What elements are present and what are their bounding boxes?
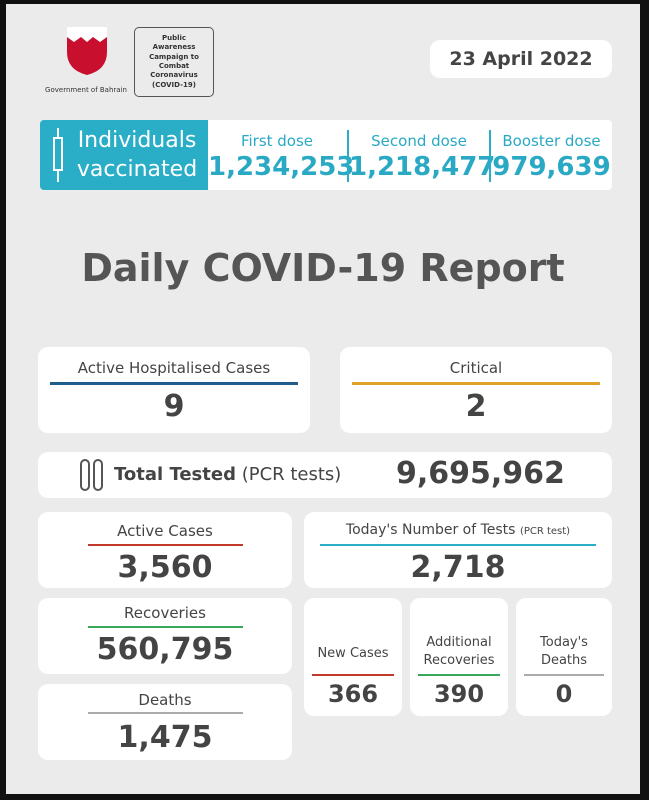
card-value: 560,795 bbox=[96, 632, 234, 667]
card-label: Additional Recoveries bbox=[423, 635, 495, 668]
dose-name: Booster dose bbox=[502, 132, 601, 150]
total-tested-label: Total Tested bbox=[114, 464, 236, 485]
vaccination-label-panel: Individuals vaccinated bbox=[40, 120, 208, 190]
card-value: 2,718 bbox=[410, 550, 506, 585]
card-label: Deaths bbox=[138, 691, 192, 709]
card-value: 0 bbox=[555, 680, 573, 708]
additional-recoveries-card: Additional Recoveries 390 bbox=[410, 598, 508, 716]
dose-value: 1,234,253 bbox=[208, 152, 355, 182]
infographic: Government of Bahrain Public Awareness C… bbox=[6, 4, 640, 794]
test-tube-icon bbox=[80, 459, 103, 491]
new-cases-card: New Cases 366 bbox=[304, 598, 402, 716]
card-label: New Cases bbox=[317, 646, 389, 661]
card-label: Recoveries bbox=[124, 604, 206, 622]
todays-tests-card: Today's Number of Tests (PCR test) 2,718 bbox=[304, 512, 612, 588]
vaccination-banner: Individuals vaccinated First dose 1,234,… bbox=[40, 120, 612, 190]
dose-name: Second dose bbox=[371, 132, 467, 150]
report-title: Daily COVID-19 Report bbox=[81, 246, 565, 290]
card-value: 366 bbox=[327, 680, 379, 708]
card-label: Today's Number of Tests bbox=[345, 522, 516, 538]
card-value: 3,560 bbox=[117, 550, 213, 585]
emblem bbox=[67, 27, 107, 75]
logo-caption: Government of Bahrain bbox=[45, 86, 127, 94]
active-cases-card: Active Cases 3,560 bbox=[38, 512, 292, 588]
card-label: Critical bbox=[449, 359, 503, 377]
dose-name: First dose bbox=[240, 132, 314, 150]
card-value: 9 bbox=[163, 389, 185, 424]
hospitalised-card: Active Hospitalised Cases 9 bbox=[38, 347, 310, 433]
date: 23 April 2022 bbox=[430, 40, 612, 78]
recoveries-card: Recoveries 560,795 bbox=[38, 598, 292, 674]
dose-value: 1,218,477 bbox=[349, 152, 496, 182]
vaccination-label: Individuals vaccinated bbox=[76, 128, 198, 182]
card-label: Active Cases bbox=[117, 522, 213, 540]
total-tested-card: Total Tested (PCR tests) 9,695,962 bbox=[38, 452, 612, 498]
total-tested-note: (PCR tests) bbox=[241, 464, 342, 485]
deaths-card: Deaths 1,475 bbox=[38, 684, 292, 760]
critical-card: Critical 2 bbox=[340, 347, 612, 433]
card-value: 390 bbox=[433, 680, 485, 708]
campaign-box: Public Awareness Campaign to Combat Coro… bbox=[134, 27, 214, 97]
todays-deaths-card: Today's Deaths 0 bbox=[516, 598, 612, 716]
dose-value: 979,639 bbox=[492, 152, 611, 182]
syringe-icon bbox=[53, 128, 63, 182]
card-note: (PCR test) bbox=[519, 526, 571, 537]
card-value: 1,475 bbox=[117, 720, 213, 755]
total-tested-value: 9,695,962 bbox=[396, 456, 565, 491]
card-label: Active Hospitalised Cases bbox=[77, 359, 271, 377]
card-value: 2 bbox=[465, 389, 487, 424]
card-label: Today's Deaths bbox=[540, 635, 588, 668]
